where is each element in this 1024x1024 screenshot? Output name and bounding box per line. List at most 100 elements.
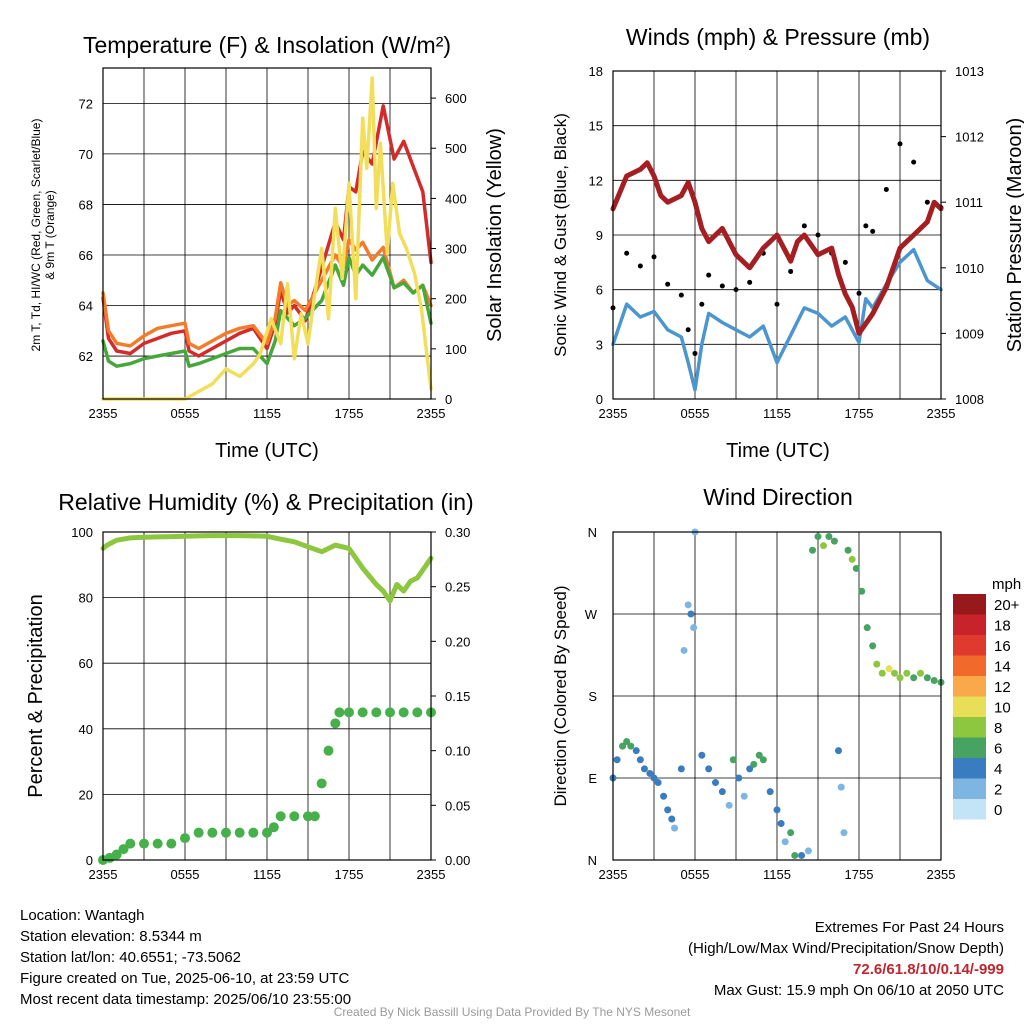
dir-point: [891, 669, 899, 677]
dir-point: [791, 851, 799, 859]
rh-y2tick-label: 0.05: [445, 798, 470, 813]
wind-series-1-point: [788, 268, 794, 274]
speed-legend-label: 12: [994, 679, 1011, 696]
rh-series-1-point: [344, 707, 354, 718]
dir-point: [654, 779, 662, 787]
wind-xtick-label: 1755: [845, 406, 874, 421]
speed-legend: mph 20+ 18 16 14 12 10 8 6 4 2 0: [953, 576, 1021, 820]
speed-legend-swatch: [953, 799, 986, 820]
rh-ytick-label: 60: [79, 656, 93, 671]
dir-chart-title: Wind Direction: [703, 484, 853, 510]
wind-series-1-point: [665, 281, 671, 287]
station-location: Location: Wantagh: [20, 907, 145, 924]
rh-xtick-label: 2355: [89, 867, 118, 882]
temp-ylabel-line2: & 9m T (Orange): [43, 190, 57, 280]
speed-legend-label: 20+: [994, 597, 1020, 614]
wind-ytick-label: 0: [596, 392, 603, 407]
dir-point: [623, 738, 631, 746]
wind-series-1-point: [747, 279, 753, 285]
dir-ytick-label: E: [588, 771, 597, 786]
wind-series-1-point: [863, 223, 869, 229]
speed-legend-swatch: [953, 594, 986, 615]
dir-point: [640, 765, 648, 773]
wind-series-1-point: [651, 254, 657, 260]
wind-series-1-point: [897, 141, 903, 147]
dir-ytick-label: N: [588, 525, 597, 540]
rh-series-0-line: [100, 533, 434, 604]
rh-series-1-point: [118, 844, 129, 855]
wind-series-1-point: [856, 290, 862, 296]
speed-legend-label: 2: [994, 782, 1002, 799]
dir-point: [668, 815, 676, 823]
rh-series-1-point: [166, 838, 177, 849]
dir-ytick-label: W: [585, 607, 598, 622]
dir-point: [613, 756, 621, 764]
speed-legend-swatch: [953, 635, 986, 656]
speed-legend-label: 6: [994, 741, 1002, 758]
dir-xtick-label: 0555: [681, 867, 710, 882]
temp-y2tick-label: 300: [445, 242, 467, 257]
dir-point: [632, 747, 640, 755]
max-gust: Max Gust: 15.9 mph On 06/10 at 2050 UTC: [713, 982, 1004, 999]
rh-y2tick-label: 0.15: [445, 689, 470, 704]
wind-y2tick-label: 1011: [955, 195, 983, 210]
dir-point: [718, 788, 726, 796]
rh-y2tick-label: 0.25: [445, 580, 470, 595]
dir-point: [725, 801, 733, 809]
wind-y2tick-label: 1010: [955, 261, 984, 276]
wind-series-2-line: [610, 160, 944, 336]
dir-point: [664, 806, 672, 814]
wind-series-1-point: [624, 250, 630, 256]
wind-y2tick-label: 1012: [955, 130, 984, 145]
wind-series-1-point: [883, 186, 889, 192]
temp-xlabel: Time (UTC): [215, 440, 319, 462]
wind-xlabel: Time (UTC): [726, 440, 830, 462]
rh-y2tick-label: 0.30: [445, 525, 470, 540]
rh-series-1-point: [323, 745, 334, 756]
temp-ytick-label: 62: [79, 349, 93, 364]
dir-point: [680, 646, 688, 654]
dir-point: [852, 564, 860, 572]
temp-plot: 2355 0555 1155 1755 2355 62 64 66 68 70 72 0 100 200 3…: [79, 67, 467, 421]
wind-frame: [612, 70, 942, 400]
temp-ytick-label: 68: [79, 197, 93, 212]
dir-point: [814, 533, 822, 541]
rh-series-1-point: [385, 707, 395, 718]
rh-series-1-point: [316, 778, 327, 789]
dir-point: [759, 756, 767, 764]
wind-series-1-point: [719, 283, 725, 289]
speed-legend-label: 18: [994, 618, 1011, 635]
dir-point: [858, 587, 866, 595]
wind-ytick-label: 9: [596, 228, 603, 243]
rh-ytick-label: 40: [79, 722, 93, 737]
rh-series-1-point: [262, 827, 272, 838]
dir-point: [896, 674, 904, 682]
temp-y2label: Solar Insolation (Yellow): [484, 128, 506, 342]
wind-ytick-label: 18: [589, 64, 603, 79]
dir-point: [636, 756, 644, 764]
dir-point: [930, 677, 938, 685]
speed-legend-label: 4: [994, 761, 1002, 778]
wind-series-1-point: [678, 292, 684, 298]
dir-ylabel: Direction (Colored By Speed): [551, 585, 570, 806]
speed-legend-swatch: [953, 758, 986, 779]
rh-y2tick-label: 0.10: [445, 744, 470, 759]
rh-series-1-point: [275, 811, 286, 822]
rh-ytick-label: 100: [71, 525, 93, 540]
dir-point: [684, 601, 692, 609]
station-latlon: Station lat/lon: 40.6551; -73.5062: [20, 949, 242, 966]
temp-y2tick-label: 400: [445, 191, 467, 206]
dir-ytick-label: N: [588, 853, 597, 868]
rh-ytick-label: 20: [79, 787, 93, 802]
wind-ytick-label: 15: [589, 119, 603, 134]
rh-y2tick-label: 0.00: [445, 853, 470, 868]
dir-point: [619, 742, 627, 750]
dir-point: [650, 774, 658, 782]
temp-series-1-line: [101, 238, 433, 351]
temp-xtick-label: 2355: [417, 406, 446, 421]
dir-ytick-label: S: [588, 689, 597, 704]
rh-series-1-point: [111, 849, 122, 860]
rh-series-1-point: [303, 811, 313, 822]
temp-y2tick-label: 200: [445, 292, 467, 307]
temp-xtick-label: 1155: [253, 406, 281, 421]
